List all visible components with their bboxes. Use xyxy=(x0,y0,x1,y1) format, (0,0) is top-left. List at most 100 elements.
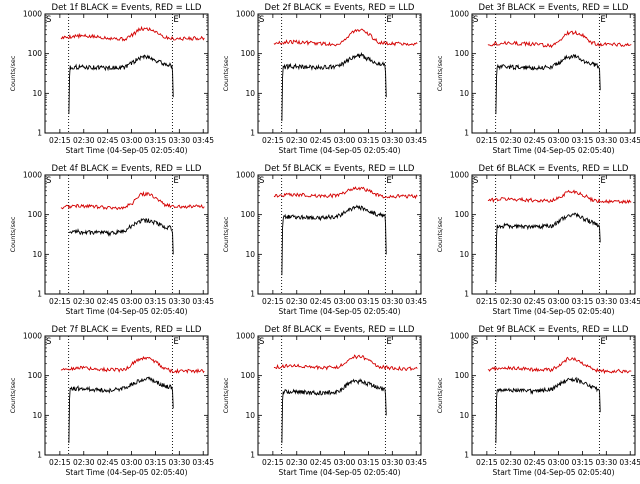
axes-frame xyxy=(471,13,636,134)
x-tick-label: 02:15 xyxy=(49,136,71,145)
x-axis-label: Start Time (04-Sep-05 02:05:40) xyxy=(66,307,188,316)
detector-panel-1: Det 1f BLACK = Events, RED = LLD Counts/s… xyxy=(9,3,214,155)
end-marker: E xyxy=(386,15,391,25)
x-tick-label: 03:15 xyxy=(572,458,594,467)
axes-frame xyxy=(257,13,422,134)
x-tick-label: 03:45 xyxy=(619,136,640,145)
events-rate-line xyxy=(495,54,601,115)
y-tick-label: 1000 xyxy=(450,171,469,180)
x-tick-label: 03:15 xyxy=(145,297,167,306)
x-tick-label: 03:45 xyxy=(405,297,427,306)
x-axis-label: Start Time (04-Sep-05 02:05:40) xyxy=(279,468,401,477)
x-tick-label: 03:30 xyxy=(382,297,404,306)
y-tick-label: 10 xyxy=(245,250,255,259)
detector-panel-4: Det 4f BLACK = Events, RED = LLD Counts/s… xyxy=(9,164,214,316)
x-tick-label: 03:30 xyxy=(169,458,191,467)
x-axis-label: Start Time (04-Sep-05 02:05:40) xyxy=(493,307,615,316)
y-axis-label: Counts/sec xyxy=(222,377,230,413)
y-tick-label: 10 xyxy=(32,250,42,259)
x-tick-label: 03:45 xyxy=(619,458,640,467)
x-tick-label: 02:45 xyxy=(524,458,546,467)
y-tick-label: 1000 xyxy=(236,332,255,341)
x-tick-label: 03:45 xyxy=(405,136,427,145)
x-tick-label: 03:00 xyxy=(334,297,356,306)
y-tick-label: 1000 xyxy=(23,332,42,341)
y-tick-label: 1000 xyxy=(236,171,255,180)
x-axis-label: Start Time (04-Sep-05 02:05:40) xyxy=(279,307,401,316)
events-rate-line xyxy=(281,378,387,444)
panel-title: Det 8f BLACK = Events, RED = LLD xyxy=(265,325,415,335)
x-tick-label: 03:15 xyxy=(572,136,594,145)
y-tick-label: 1 xyxy=(37,290,42,299)
x-axis-label: Start Time (04-Sep-05 02:05:40) xyxy=(493,468,615,477)
y-tick-label: 100 xyxy=(455,49,470,58)
start-marker: S xyxy=(46,15,51,25)
events-rate-line xyxy=(281,204,387,276)
x-tick-label: 03:30 xyxy=(382,458,404,467)
start-marker: S xyxy=(46,337,51,347)
y-tick-label: 100 xyxy=(28,49,43,58)
y-axis-label: Counts/sec xyxy=(9,377,17,413)
axes-frame xyxy=(44,13,209,134)
panel-title: Det 3f BLACK = Events, RED = LLD xyxy=(479,3,629,13)
x-tick-label: 03:00 xyxy=(121,136,143,145)
x-tick-label: 02:30 xyxy=(73,458,95,467)
detector-panel-5: Det 5f BLACK = Events, RED = LLD Counts/s… xyxy=(222,164,427,316)
x-tick-label: 03:00 xyxy=(548,297,570,306)
x-tick-label: 02:15 xyxy=(476,458,498,467)
axes-frame xyxy=(471,335,636,456)
end-marker: E xyxy=(173,15,178,25)
start-marker: S xyxy=(473,337,478,347)
x-tick-label: 03:00 xyxy=(121,458,143,467)
x-tick-label: 03:45 xyxy=(192,297,214,306)
x-tick-label: 03:00 xyxy=(121,297,143,306)
y-tick-label: 100 xyxy=(241,210,256,219)
panel-title: Det 7f BLACK = Events, RED = LLD xyxy=(52,325,202,335)
y-tick-label: 1 xyxy=(464,451,469,460)
x-tick-label: 02:45 xyxy=(310,136,332,145)
y-tick-label: 1000 xyxy=(236,10,255,19)
x-tick-label: 03:15 xyxy=(358,458,380,467)
x-tick-label: 02:45 xyxy=(97,297,119,306)
lld-rate-line xyxy=(487,356,632,375)
y-axis-label: Counts/sec xyxy=(436,216,444,252)
x-tick-label: 02:30 xyxy=(500,458,522,467)
y-tick-label: 10 xyxy=(459,89,469,98)
panel-title: Det 5f BLACK = Events, RED = LLD xyxy=(265,164,415,174)
x-tick-label: 02:45 xyxy=(97,458,119,467)
end-marker: E xyxy=(386,337,391,347)
y-tick-label: 1 xyxy=(250,290,255,299)
panel-title: Det 4f BLACK = Events, RED = LLD xyxy=(52,164,202,174)
y-tick-label: 100 xyxy=(455,210,470,219)
end-marker: E xyxy=(600,176,605,186)
start-marker: S xyxy=(259,176,264,186)
x-tick-label: 02:15 xyxy=(49,297,71,306)
start-marker: S xyxy=(473,15,478,25)
x-tick-label: 03:15 xyxy=(572,297,594,306)
panel-title: Det 1f BLACK = Events, RED = LLD xyxy=(52,3,202,13)
x-tick-label: 02:15 xyxy=(476,297,498,306)
x-tick-label: 03:30 xyxy=(596,136,618,145)
x-axis-label: Start Time (04-Sep-05 02:05:40) xyxy=(66,468,188,477)
y-tick-label: 100 xyxy=(241,49,256,58)
y-axis-label: Counts/sec xyxy=(9,55,17,91)
x-tick-label: 02:30 xyxy=(500,297,522,306)
detector-panel-9: Det 9f BLACK = Events, RED = LLD Counts/s… xyxy=(436,325,640,477)
y-axis-label: Counts/sec xyxy=(436,377,444,413)
end-marker: E xyxy=(600,15,605,25)
y-tick-label: 10 xyxy=(459,411,469,420)
x-tick-label: 03:45 xyxy=(619,297,640,306)
events-rate-line xyxy=(68,376,174,444)
events-rate-line xyxy=(68,217,174,255)
y-tick-label: 10 xyxy=(245,89,255,98)
end-marker: E xyxy=(173,176,178,186)
x-tick-label: 03:00 xyxy=(334,136,356,145)
axes-frame xyxy=(257,335,422,456)
y-tick-label: 10 xyxy=(32,89,42,98)
events-rate-line xyxy=(495,376,601,444)
y-tick-label: 1 xyxy=(37,129,42,138)
x-axis-label: Start Time (04-Sep-05 02:05:40) xyxy=(279,146,401,155)
x-tick-label: 02:45 xyxy=(524,297,546,306)
y-axis-label: Counts/sec xyxy=(436,55,444,91)
